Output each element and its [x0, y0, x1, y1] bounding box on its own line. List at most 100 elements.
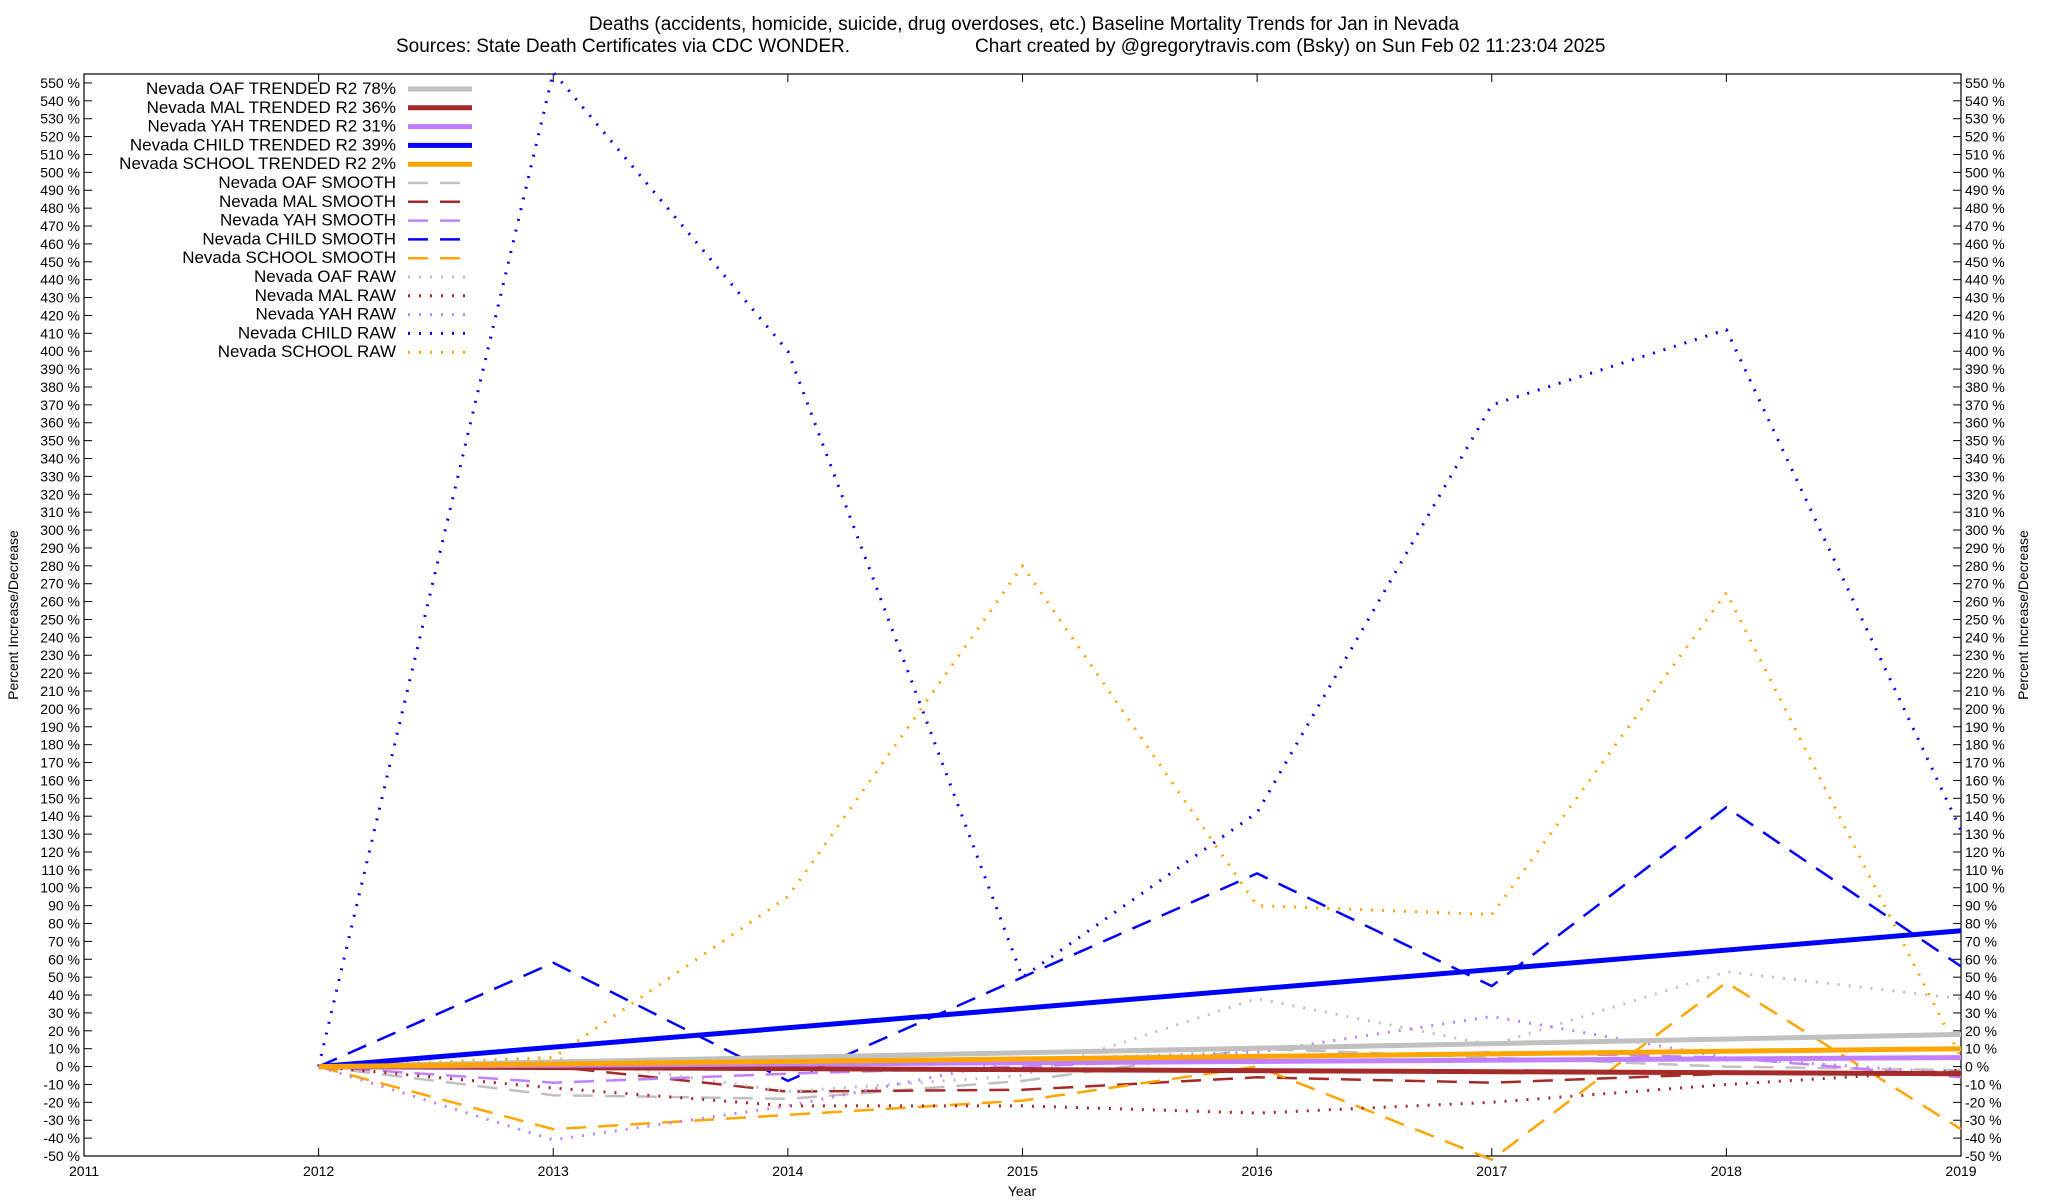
- y-tick-label: 400 %: [40, 343, 80, 359]
- legend-label: Nevada MAL RAW: [255, 286, 396, 305]
- y-tick-label: 340 %: [40, 451, 80, 467]
- y2-tick-label: 300 %: [1965, 522, 2005, 538]
- y2-tick-label: 440 %: [1965, 272, 2005, 288]
- y-tick-label: 540 %: [40, 93, 80, 109]
- y2-tick-label: 70 %: [1965, 933, 1997, 949]
- y-tick-label: 50 %: [48, 969, 80, 985]
- series-line: [318, 564, 1963, 1069]
- y-tick-label: 350 %: [40, 433, 80, 449]
- legend-label: Nevada OAF RAW: [254, 267, 396, 286]
- y-tick-label: 220 %: [40, 665, 80, 681]
- y-tick-label: 180 %: [40, 737, 80, 753]
- y2-tick-label: 520 %: [1965, 129, 2005, 145]
- y2-tick-label: 380 %: [1965, 379, 2005, 395]
- y-tick-label: -20 %: [43, 1094, 80, 1110]
- series-line: [318, 928, 1962, 1070]
- legend-label: Nevada SCHOOL RAW: [218, 342, 396, 361]
- y-tick-label: 380 %: [40, 379, 80, 395]
- y2-tick-label: 330 %: [1965, 468, 2005, 484]
- y-tick-label: 310 %: [40, 504, 80, 520]
- y-tick-label: 190 %: [40, 719, 80, 735]
- y-tick-label: 150 %: [40, 790, 80, 806]
- x-tick-label: 2015: [1007, 1163, 1038, 1179]
- y-tick-label: 550 %: [40, 75, 80, 91]
- y2-tick-label: 110 %: [1965, 862, 2004, 878]
- y2-tick-label: 270 %: [1965, 576, 2005, 592]
- y2-tick-label: 390 %: [1965, 361, 2005, 377]
- legend-label: Nevada CHILD TRENDED R2 39%: [130, 135, 396, 154]
- y2-tick-label: 250 %: [1965, 611, 2005, 627]
- y-tick-label: -10 %: [43, 1076, 80, 1092]
- y2-tick-label: 490 %: [1965, 182, 2005, 198]
- y2-tick-label: 240 %: [1965, 629, 2005, 645]
- legend-label: Nevada YAH TRENDED R2 31%: [148, 117, 397, 136]
- legend-label: Nevada CHILD SMOOTH: [202, 229, 396, 248]
- y-tick-label: -50 %: [43, 1148, 80, 1164]
- y-tick-label: 110 %: [41, 862, 80, 878]
- y-tick-label: 210 %: [40, 683, 80, 699]
- y2-tick-label: 90 %: [1965, 898, 1997, 914]
- y2-tick-label: 420 %: [1965, 307, 2005, 323]
- y-tick-label: 10 %: [48, 1041, 80, 1057]
- y2-tick-label: 190 %: [1965, 719, 2005, 735]
- y-tick-label: 40 %: [48, 987, 80, 1003]
- x-axis-title: Year: [1008, 1183, 1037, 1199]
- y-tick-label: 450 %: [40, 254, 80, 270]
- y-tick-label: 460 %: [40, 236, 80, 252]
- y2-tick-label: 460 %: [1965, 236, 2005, 252]
- legend: Nevada OAF TRENDED R2 78%Nevada MAL TREN…: [119, 79, 472, 361]
- y2-tick-label: 10 %: [1965, 1041, 1997, 1057]
- series-line: [318, 806, 1962, 1083]
- series-layer: [317, 70, 1963, 1161]
- y2-tick-label: 540 %: [1965, 93, 2005, 109]
- y-tick-label: 120 %: [40, 844, 80, 860]
- y2-tick-label: 210 %: [1965, 683, 2005, 699]
- x-tick-label: 2019: [1945, 1163, 1976, 1179]
- x-tick-label: 2014: [772, 1163, 803, 1179]
- y2-tick-label: 200 %: [1965, 701, 2005, 717]
- y-tick-label: 390 %: [40, 361, 80, 377]
- y-tick-label: 170 %: [40, 755, 80, 771]
- y-tick-label: 370 %: [40, 397, 80, 413]
- y-tick-label: 480 %: [40, 200, 80, 216]
- legend-label: Nevada OAF SMOOTH: [218, 173, 396, 192]
- series-line: [318, 1051, 1962, 1084]
- x-tick-label: 2011: [69, 1163, 99, 1179]
- y-tick-label: 200 %: [40, 701, 80, 717]
- x-tick-label: 2017: [1476, 1163, 1507, 1179]
- y-tick-label: 240 %: [40, 629, 80, 645]
- y2-axis-title: Percent Increase/Decrease: [2015, 530, 2031, 700]
- y2-tick-label: 280 %: [1965, 558, 2005, 574]
- y2-tick-label: 30 %: [1965, 1005, 1997, 1021]
- series-line: [318, 1047, 1962, 1101]
- x-tick-label: 2012: [303, 1163, 334, 1179]
- y2-tick-label: 370 %: [1965, 397, 2005, 413]
- series-line: [318, 1065, 1962, 1093]
- y2-tick-label: 140 %: [1965, 808, 2005, 824]
- y-tick-label: 0 %: [56, 1059, 80, 1075]
- y2-tick-label: -10 %: [1965, 1076, 2002, 1092]
- y2-tick-label: 360 %: [1965, 415, 2005, 431]
- y-tick-label: 280 %: [40, 558, 80, 574]
- y2-tick-label: 290 %: [1965, 540, 2005, 556]
- legend-label: Nevada CHILD RAW: [238, 323, 396, 342]
- y2-tick-label: -20 %: [1965, 1094, 2002, 1110]
- y-tick-label: 420 %: [40, 307, 80, 323]
- y-tick-label: 100 %: [40, 880, 80, 896]
- y2-tick-label: 320 %: [1965, 486, 2005, 502]
- y-tick-label: 140 %: [40, 808, 80, 824]
- y-tick-label: 290 %: [40, 540, 80, 556]
- y2-tick-label: 550 %: [1965, 75, 2005, 91]
- y2-tick-label: 400 %: [1965, 343, 2005, 359]
- y2-tick-label: 40 %: [1965, 987, 1997, 1003]
- y2-tick-label: 340 %: [1965, 451, 2005, 467]
- y-tick-label: 60 %: [48, 951, 80, 967]
- y-tick-label: 320 %: [40, 486, 80, 502]
- y2-tick-label: 120 %: [1965, 844, 2005, 860]
- x-tick-label: 2018: [1711, 1163, 1742, 1179]
- y-tick-label: 500 %: [40, 164, 80, 180]
- y2-tick-label: 450 %: [1965, 254, 2005, 270]
- y-tick-label: -40 %: [43, 1130, 80, 1146]
- y-tick-label: 250 %: [40, 611, 80, 627]
